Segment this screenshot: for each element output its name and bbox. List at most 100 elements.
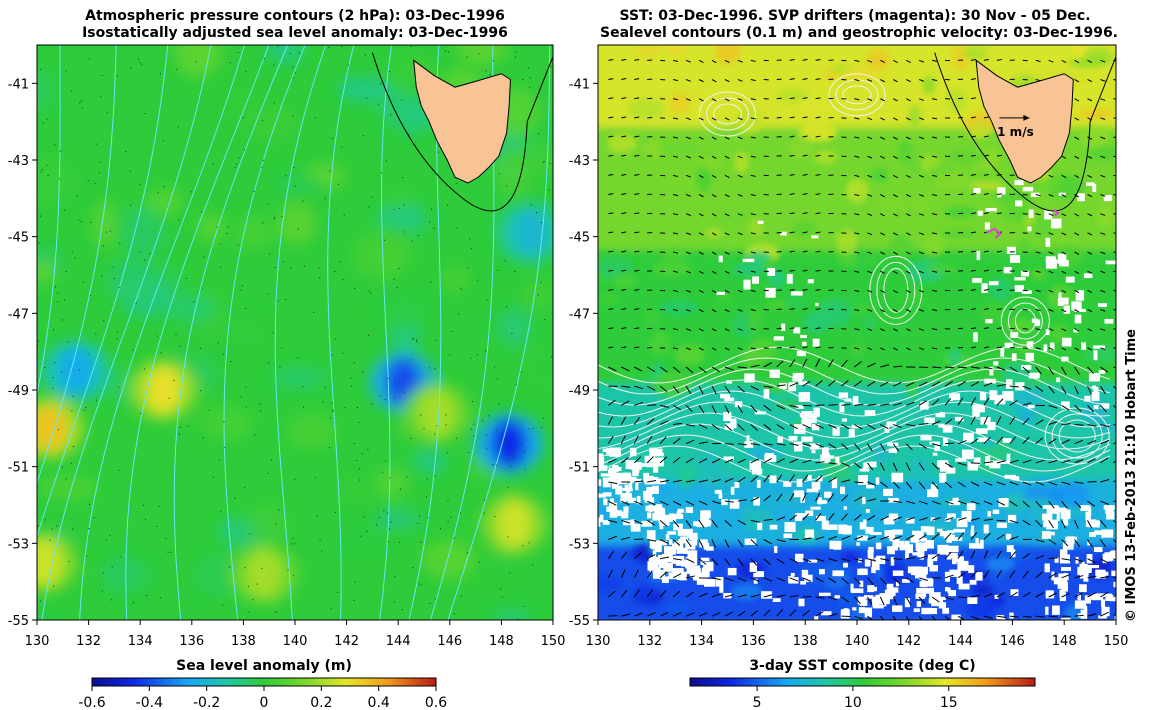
velocity-arrow — [659, 456, 668, 464]
velocity-arrow — [880, 59, 885, 64]
cloud-patch — [907, 544, 914, 554]
sst-texture-patch — [667, 45, 687, 57]
sla-dot — [528, 67, 530, 69]
cloud-patch — [693, 558, 698, 566]
cloud-patch — [1052, 605, 1060, 615]
sla-dot — [216, 226, 218, 228]
velocity-arrow — [672, 520, 680, 528]
cloud-patch — [886, 583, 894, 591]
cloud-patch — [929, 592, 941, 602]
sla-dot — [116, 338, 118, 340]
cloud-patch — [917, 549, 925, 557]
velocity-arrow — [634, 289, 640, 291]
sla-dot — [285, 299, 287, 301]
sst-texture-patch — [986, 572, 1007, 581]
velocity-arrow — [698, 612, 708, 617]
sla-dot — [47, 174, 49, 176]
velocity-arrow — [750, 251, 756, 254]
sla-dot — [249, 533, 251, 535]
cloud-patch — [1014, 277, 1026, 281]
sla-dot — [550, 356, 552, 358]
cloud-patch — [1042, 513, 1053, 521]
velocity-arrow — [607, 551, 614, 559]
sla-dot — [118, 386, 120, 388]
sla-dot — [268, 362, 270, 364]
sst-texture-patch — [985, 557, 1015, 572]
velocity-arrow — [621, 519, 631, 524]
cloud-patch — [956, 576, 963, 584]
velocity-arrow — [905, 577, 915, 584]
cloud-patch — [807, 279, 814, 284]
sla-dot — [259, 410, 261, 412]
velocity-arrow — [776, 539, 786, 543]
velocity-arrow — [996, 398, 1004, 406]
velocity-arrow — [996, 269, 1002, 272]
sealevel-contour-line — [598, 434, 1111, 472]
y-tick-label-right: -53 — [569, 537, 590, 552]
velocity-arrow — [932, 98, 938, 101]
velocity-arrow — [698, 592, 708, 598]
velocity-arrow — [621, 385, 631, 388]
velocity-arrow — [685, 424, 696, 427]
velocity-arrow — [1087, 539, 1093, 548]
velocity-arrow — [1100, 479, 1110, 483]
sla-dot — [353, 362, 355, 364]
velocity-arrow — [1048, 289, 1054, 293]
cloud-patch — [1062, 337, 1072, 347]
sla-dot — [228, 566, 230, 568]
velocity-arrow — [867, 536, 877, 540]
velocity-arrow — [879, 462, 886, 471]
velocity-arrow — [1074, 213, 1080, 217]
velocity-arrow — [789, 558, 799, 563]
x-tick-label-left: 150 — [541, 634, 566, 649]
velocity-arrow — [608, 500, 617, 506]
velocity-arrow — [867, 481, 876, 486]
velocity-arrow — [672, 59, 679, 62]
velocity-arrow — [1061, 251, 1067, 255]
velocity-arrow — [711, 424, 720, 431]
cloud-patch — [939, 411, 945, 418]
velocity-arrow — [711, 458, 721, 464]
cloud-patch — [952, 558, 957, 565]
velocity-arrow — [1074, 289, 1080, 294]
cloud-patch — [658, 554, 669, 564]
velocity-arrow — [608, 535, 617, 540]
velocity-arrow — [1061, 232, 1067, 236]
velocity-arrow — [647, 404, 657, 406]
cloud-patch — [814, 615, 819, 620]
velocity-arrow — [854, 462, 862, 469]
velocity-arrow — [828, 493, 834, 502]
velocity-arrow — [1009, 459, 1019, 464]
sla-dot — [362, 135, 364, 137]
cloud-patch — [916, 601, 922, 607]
sla-feature — [511, 208, 548, 257]
velocity-arrow — [1100, 611, 1109, 617]
sla-dot — [394, 396, 396, 398]
sla-dot — [87, 353, 89, 355]
sla-dot — [478, 561, 480, 563]
cloud-patch — [1060, 509, 1067, 519]
velocity-arrow — [893, 194, 898, 198]
velocity-arrow — [750, 364, 760, 368]
map-area-right: 1 m/s — [598, 45, 1116, 620]
sla-dot — [439, 528, 441, 530]
sst-texture-patch — [721, 235, 740, 249]
sla-dot — [354, 287, 356, 289]
velocity-arrow — [1035, 194, 1041, 197]
sla-dot — [447, 500, 449, 502]
x-tick-label-right: 140 — [845, 634, 870, 649]
sla-dot — [378, 516, 380, 518]
velocity-arrow — [1009, 536, 1019, 540]
velocity-arrow — [711, 385, 717, 395]
y-tick-label-left: -41 — [8, 77, 29, 92]
cloud-patch — [704, 579, 716, 587]
velocity-arrow — [685, 98, 691, 101]
sla-dot — [498, 173, 500, 175]
cloud-patch — [809, 443, 820, 450]
velocity-arrow — [905, 443, 913, 451]
cloud-patch — [989, 460, 1001, 469]
velocity-arrow — [608, 174, 614, 176]
cloud-patch — [859, 580, 864, 588]
velocity-arrow — [828, 596, 838, 601]
velocity-arrow — [1087, 385, 1092, 395]
